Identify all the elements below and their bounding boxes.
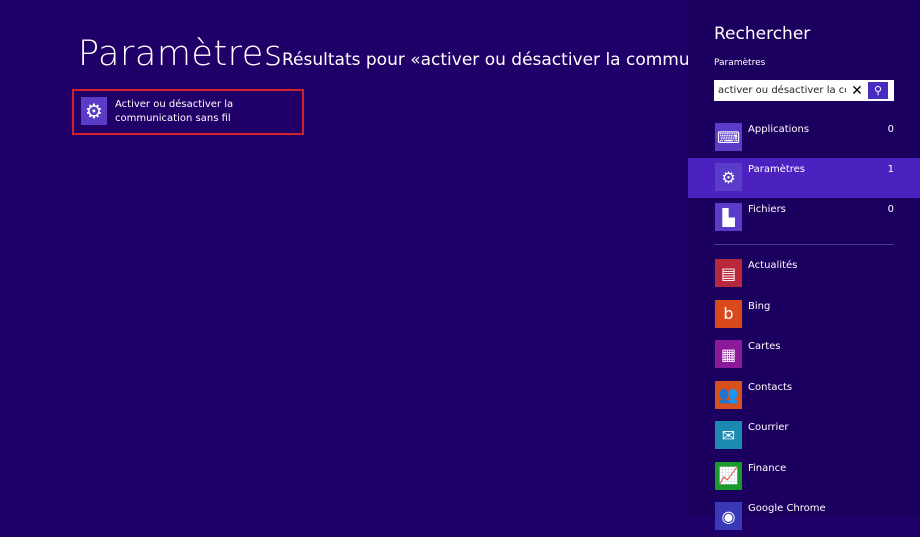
gear-icon: ⚙ xyxy=(715,163,742,191)
news-icon: ▤ xyxy=(715,259,742,287)
app-item[interactable]: b Bing xyxy=(688,295,920,335)
chrome-icon: ◉ xyxy=(715,502,742,530)
app-label: Finance xyxy=(748,462,787,474)
search-scope[interactable]: Paramètres xyxy=(714,58,766,68)
result-wireless-toggle[interactable]: ⚙ Activer ou désactiver la communication… xyxy=(72,89,304,135)
panel-title: Rechercher xyxy=(714,24,811,44)
search-input[interactable] xyxy=(714,85,846,96)
page-title: Paramètres xyxy=(78,34,283,74)
search-box: ✕ ⚲ xyxy=(714,80,894,101)
app-item[interactable]: ◉ Google Chrome xyxy=(688,497,920,537)
category-label: Applications xyxy=(748,124,810,135)
result-label: Activer ou désactiver la communication s… xyxy=(115,99,234,124)
category-paramètres[interactable]: ⚙ Paramètres 1 xyxy=(688,158,920,198)
keyboard-icon: ⌨ xyxy=(715,123,742,151)
app-label: Contacts xyxy=(748,381,793,393)
map-icon: ▦ xyxy=(715,340,742,368)
category-applications[interactable]: ⌨ Applications 0 xyxy=(688,118,920,158)
category-count: 0 xyxy=(887,204,894,215)
file-icon: ▙ xyxy=(715,203,742,231)
category-count: 1 xyxy=(887,164,894,175)
app-label: Google Chrome xyxy=(748,503,826,514)
app-item[interactable]: 📈 Finance xyxy=(688,457,920,497)
bing-icon: b xyxy=(715,299,742,328)
close-icon[interactable]: ✕ xyxy=(851,82,863,99)
results-subtitle: Résultats pour «activer ou désactiver la… xyxy=(282,50,688,70)
divider xyxy=(714,244,894,245)
app-item[interactable]: ▦ Cartes xyxy=(688,335,920,375)
search-icon[interactable]: ⚲ xyxy=(868,82,888,99)
category-label: Fichiers xyxy=(748,204,786,215)
app-item[interactable]: ✉ Courrier xyxy=(688,416,920,456)
app-item[interactable]: ▤ Actualités xyxy=(688,254,920,294)
app-item[interactable]: 👥 Contacts xyxy=(688,376,920,416)
app-label: Bing xyxy=(748,300,771,312)
category-fichiers[interactable]: ▙ Fichiers 0 xyxy=(688,198,920,238)
search-charm-panel: Rechercher Paramètres ✕ ⚲ ⌨ Applications 0… xyxy=(688,0,920,530)
chart-icon: 📈 xyxy=(715,461,742,490)
category-label: Paramètres xyxy=(748,164,806,175)
app-label: Cartes xyxy=(748,341,781,352)
mail-icon: ✉ xyxy=(715,421,742,449)
people-icon: 👥 xyxy=(715,380,742,409)
gear-icon: ⚙ xyxy=(81,97,107,125)
category-count: 0 xyxy=(887,124,894,135)
app-label: Courrier xyxy=(748,422,789,433)
app-label: Actualités xyxy=(748,260,798,271)
